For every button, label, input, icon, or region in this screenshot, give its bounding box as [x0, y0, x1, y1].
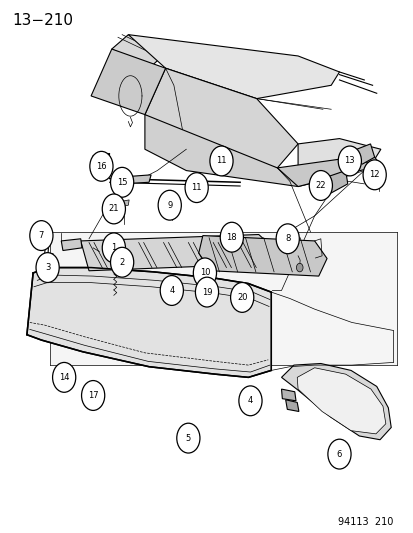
Text: 15: 15 — [116, 178, 127, 187]
Polygon shape — [120, 175, 151, 184]
Text: 8: 8 — [285, 235, 290, 243]
Polygon shape — [145, 68, 297, 168]
Text: 18: 18 — [226, 233, 237, 241]
Circle shape — [102, 194, 125, 224]
Circle shape — [234, 294, 241, 303]
Polygon shape — [128, 35, 339, 99]
Circle shape — [220, 222, 243, 252]
Text: 20: 20 — [236, 293, 247, 302]
Polygon shape — [40, 254, 55, 265]
Text: 4: 4 — [247, 397, 252, 405]
Circle shape — [362, 160, 385, 190]
Text: 17: 17 — [88, 391, 98, 400]
Polygon shape — [326, 171, 347, 193]
Text: 10: 10 — [199, 269, 210, 277]
Polygon shape — [281, 364, 390, 440]
Circle shape — [110, 247, 133, 277]
Polygon shape — [91, 49, 165, 115]
Polygon shape — [169, 200, 174, 207]
Circle shape — [296, 263, 302, 272]
Circle shape — [102, 233, 125, 263]
Text: 7: 7 — [39, 231, 44, 240]
Polygon shape — [297, 139, 380, 171]
Text: 22: 22 — [315, 181, 325, 190]
Circle shape — [170, 289, 177, 298]
Polygon shape — [81, 235, 275, 271]
Circle shape — [30, 221, 53, 251]
Polygon shape — [120, 200, 129, 207]
Polygon shape — [285, 400, 298, 411]
Text: 16: 16 — [96, 162, 107, 171]
Circle shape — [275, 224, 299, 254]
Circle shape — [110, 167, 133, 197]
Text: 1: 1 — [111, 244, 116, 252]
Polygon shape — [297, 368, 385, 434]
Text: 14: 14 — [59, 373, 69, 382]
Text: 6: 6 — [336, 450, 341, 458]
Polygon shape — [145, 115, 330, 187]
Circle shape — [52, 362, 76, 392]
Circle shape — [205, 290, 212, 299]
Polygon shape — [353, 144, 374, 164]
Text: 3: 3 — [45, 263, 50, 272]
Text: 19: 19 — [201, 288, 212, 296]
Polygon shape — [198, 236, 326, 276]
Polygon shape — [281, 389, 295, 401]
Circle shape — [185, 173, 208, 203]
Polygon shape — [27, 268, 271, 377]
Circle shape — [309, 171, 332, 200]
Text: 11: 11 — [216, 157, 226, 165]
Circle shape — [158, 190, 181, 220]
Text: 11: 11 — [191, 183, 202, 192]
Circle shape — [36, 253, 59, 282]
Text: 9: 9 — [167, 201, 172, 209]
Circle shape — [193, 258, 216, 288]
Text: 21: 21 — [108, 205, 119, 213]
Polygon shape — [118, 173, 130, 192]
Polygon shape — [191, 182, 203, 192]
Polygon shape — [277, 155, 380, 187]
Polygon shape — [202, 271, 212, 281]
Circle shape — [160, 276, 183, 305]
Text: 13−210: 13−210 — [12, 13, 73, 28]
Polygon shape — [219, 157, 232, 166]
Text: 2: 2 — [119, 258, 124, 266]
Text: 5: 5 — [185, 434, 190, 442]
Text: 4: 4 — [169, 286, 174, 295]
Circle shape — [230, 282, 253, 312]
Polygon shape — [112, 35, 165, 68]
Circle shape — [195, 277, 218, 307]
Circle shape — [209, 146, 233, 176]
Polygon shape — [50, 232, 396, 365]
Circle shape — [81, 381, 104, 410]
Polygon shape — [61, 239, 82, 251]
Text: 94113  210: 94113 210 — [337, 516, 392, 527]
Text: 13: 13 — [344, 157, 354, 165]
Polygon shape — [91, 154, 109, 165]
Circle shape — [90, 151, 113, 181]
Circle shape — [176, 423, 199, 453]
Circle shape — [337, 146, 361, 176]
Circle shape — [327, 439, 350, 469]
Text: 12: 12 — [368, 171, 379, 179]
Circle shape — [238, 386, 261, 416]
